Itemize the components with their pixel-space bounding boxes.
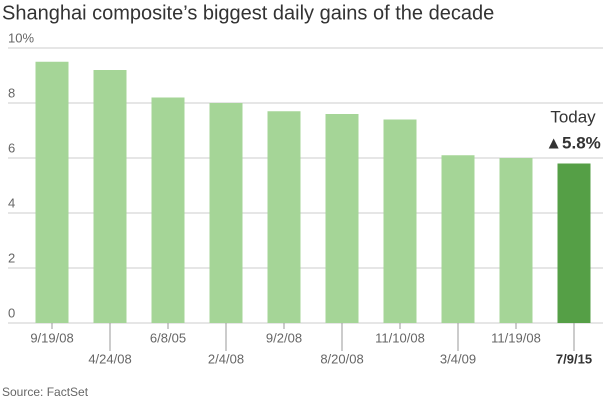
y-tick-label: 4: [8, 195, 15, 210]
x-tick-label: 3/4/09: [440, 351, 476, 366]
bar: [35, 61, 69, 323]
bar: [209, 103, 243, 323]
bar: [267, 111, 301, 323]
x-tick-label: 2/4/08: [208, 351, 244, 366]
x-tick-label: 11/10/08: [375, 330, 425, 345]
bar: [325, 114, 359, 323]
annotation: ▲5.8%: [545, 133, 601, 152]
source: Source: FactSet: [2, 385, 89, 399]
bar: [441, 155, 475, 323]
annotation: Today: [550, 107, 596, 126]
x-tick-label: 6/8/05: [150, 330, 186, 345]
x-tick-label: 8/20/08: [320, 351, 363, 366]
x-tick-label: 4/24/08: [88, 351, 131, 366]
x-tick-label: 9/19/08: [30, 330, 73, 345]
y-tick-label: 10%: [8, 30, 34, 45]
bar: [93, 70, 127, 323]
bar: [383, 119, 417, 323]
y-tick-label: 8: [8, 85, 15, 100]
x-tick-label: 11/19/08: [491, 330, 541, 345]
chart-title: Shanghai composite’s biggest daily gains…: [2, 2, 494, 24]
y-tick-label: 6: [8, 140, 15, 155]
y-tick-label: 2: [8, 250, 15, 265]
bar: [151, 97, 185, 323]
y-tick-label: 0: [8, 305, 15, 320]
bar: [557, 163, 591, 323]
bar: [499, 158, 533, 323]
x-tick-label: 9/2/08: [266, 330, 302, 345]
x-tick-label: 7/9/15: [556, 351, 592, 366]
